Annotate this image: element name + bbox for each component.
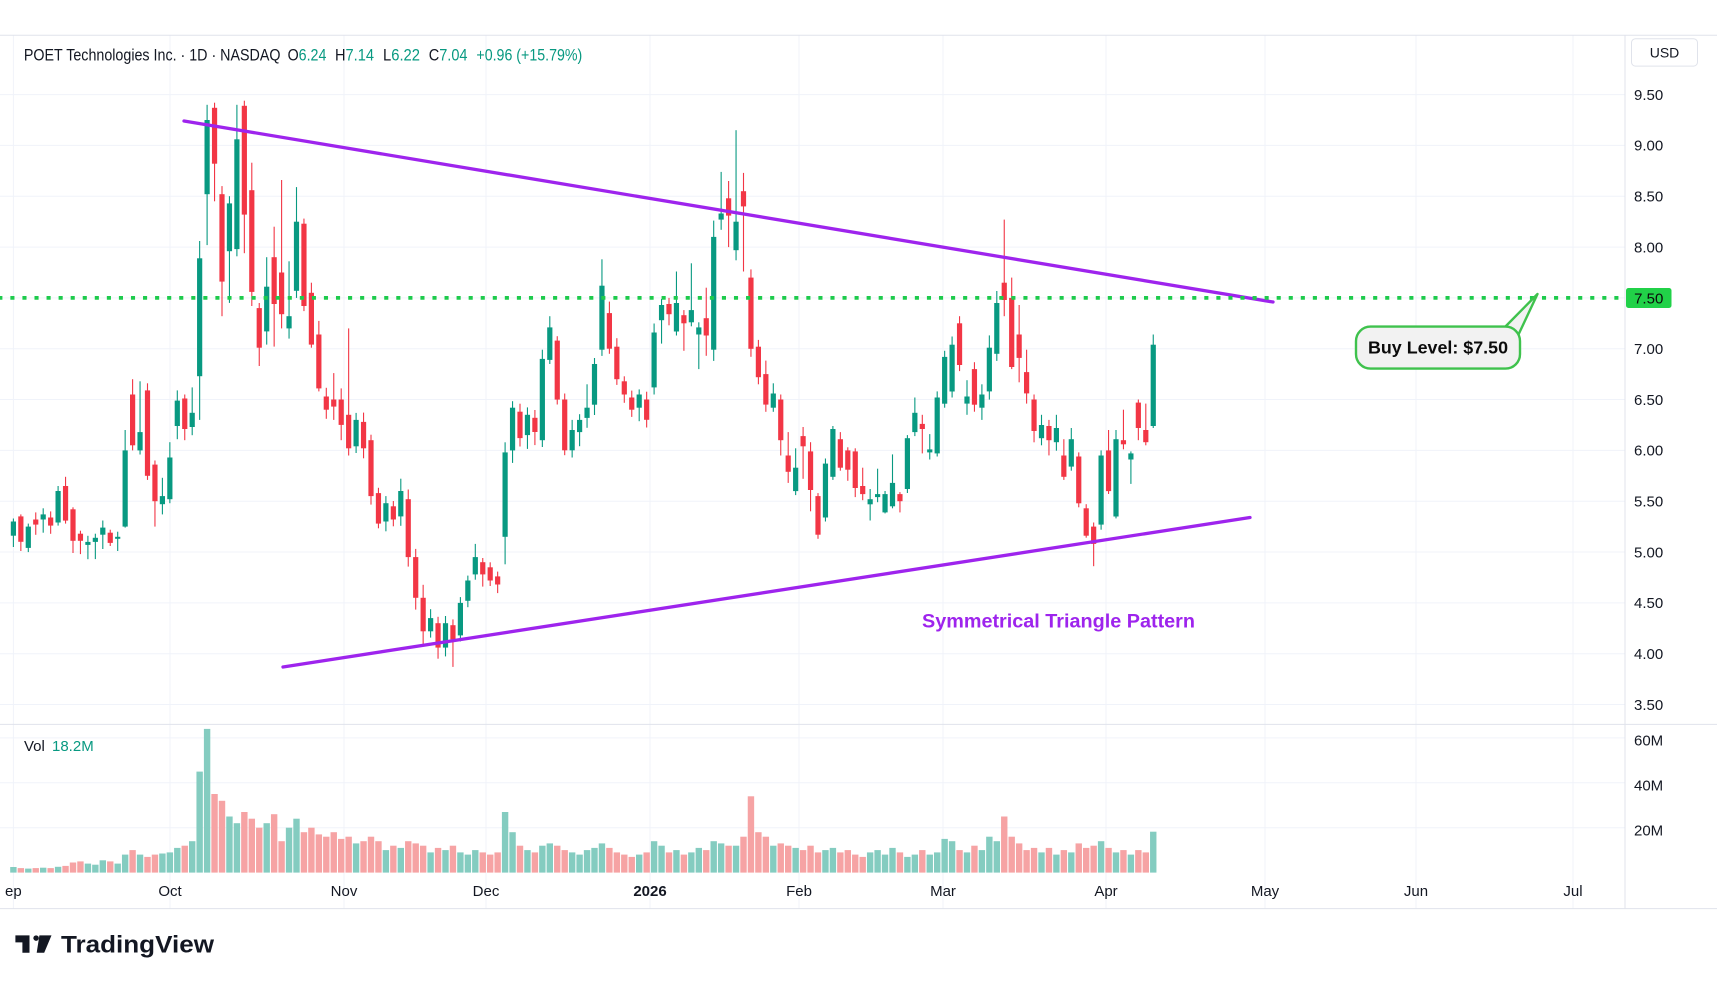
svg-text:May: May <box>1251 883 1280 900</box>
svg-text:6.00: 6.00 <box>1634 443 1663 460</box>
svg-text:Feb: Feb <box>786 883 812 900</box>
svg-text:5.00: 5.00 <box>1634 544 1663 561</box>
svg-text:Vol: Vol <box>24 738 45 755</box>
svg-text:7.50: 7.50 <box>1634 290 1663 307</box>
svg-text:Jul: Jul <box>1563 883 1582 900</box>
svg-text:5.50: 5.50 <box>1634 494 1663 511</box>
svg-text:Mar: Mar <box>930 883 956 900</box>
svg-text:Oct: Oct <box>158 883 182 900</box>
svg-text:C7.04: C7.04 <box>429 46 468 65</box>
svg-text:USD: USD <box>1650 45 1680 61</box>
svg-text:Jun: Jun <box>1404 883 1428 900</box>
svg-text:+0.96 (+15.79%): +0.96 (+15.79%) <box>476 46 582 65</box>
svg-text:18.2M: 18.2M <box>52 738 94 755</box>
svg-text:60M: 60M <box>1634 733 1663 750</box>
svg-text:9.00: 9.00 <box>1634 138 1663 155</box>
svg-text:8.00: 8.00 <box>1634 239 1663 256</box>
svg-text:O6.24: O6.24 <box>288 46 327 65</box>
svg-text:8.50: 8.50 <box>1634 189 1663 206</box>
svg-text:L6.22: L6.22 <box>383 46 420 65</box>
svg-text:ep: ep <box>5 883 22 900</box>
svg-text:4.00: 4.00 <box>1634 646 1663 663</box>
svg-text:20M: 20M <box>1634 822 1663 839</box>
svg-text:Dec: Dec <box>473 883 500 900</box>
svg-text:6.50: 6.50 <box>1634 392 1663 409</box>
svg-text:Apr: Apr <box>1094 883 1117 900</box>
svg-text:Symmetrical Triangle Pattern: Symmetrical Triangle Pattern <box>922 612 1195 633</box>
svg-text:Nov: Nov <box>331 883 358 900</box>
svg-text:H7.14: H7.14 <box>335 46 374 65</box>
svg-text:POET Technologies Inc. · 1D ·: POET Technologies Inc. · 1D · NASDAQ <box>24 46 281 65</box>
svg-text:7.00: 7.00 <box>1634 341 1663 358</box>
svg-text:40M: 40M <box>1634 777 1663 794</box>
svg-text:2026: 2026 <box>633 883 666 900</box>
svg-text:3.50: 3.50 <box>1634 697 1663 714</box>
svg-text:Buy Level: $7.50: Buy Level: $7.50 <box>1368 338 1508 358</box>
svg-text:9.50: 9.50 <box>1634 87 1663 104</box>
svg-text:TradingView: TradingView <box>61 932 214 959</box>
svg-text:4.50: 4.50 <box>1634 595 1663 612</box>
